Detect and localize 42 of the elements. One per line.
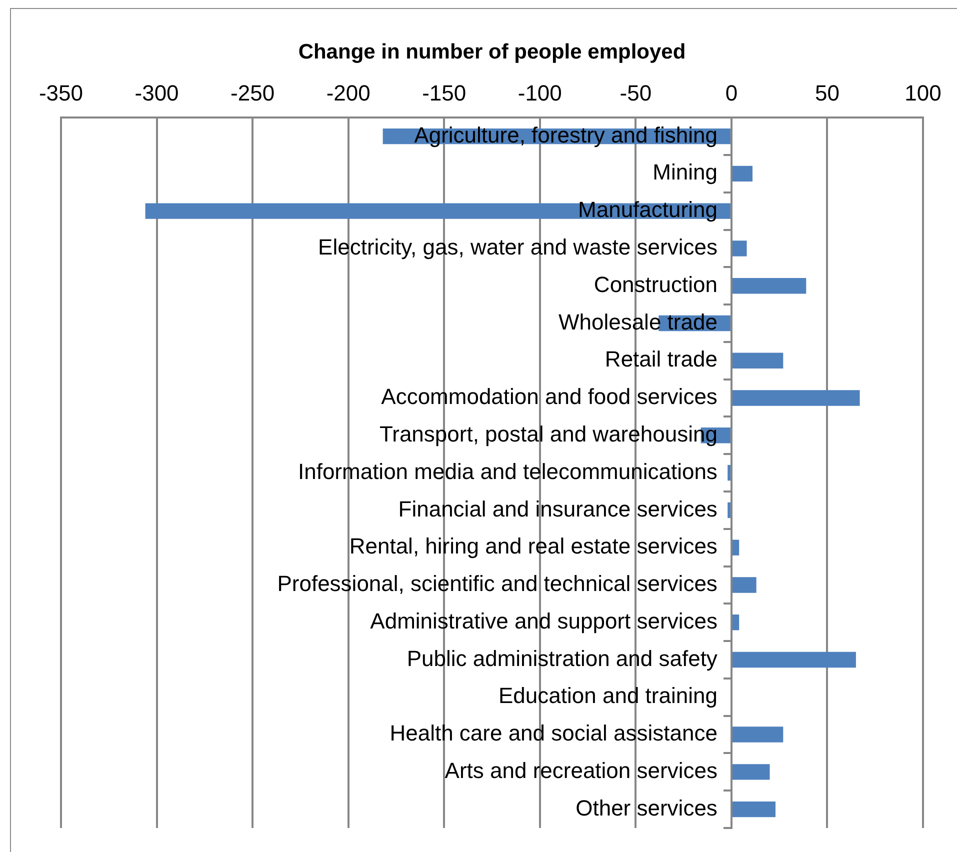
bar (728, 464, 730, 481)
bar (732, 577, 756, 593)
y-tick-label: Financial and insurance services (398, 496, 718, 522)
x-tick-label: 0 (725, 80, 738, 106)
bar (732, 352, 784, 368)
bar (732, 764, 770, 780)
y-tick-label: Manufacturing (578, 197, 718, 222)
bar (728, 502, 730, 518)
y-tick-label: Electricity, gas, water and waste services (318, 234, 718, 260)
x-tick-label: -350 (38, 80, 84, 106)
x-tick-label: 100 (904, 80, 942, 106)
x-tick-label: -300 (134, 80, 179, 106)
x-tick-label: 50 (814, 80, 840, 106)
y-tick-label: Arts and recreation services (444, 758, 718, 783)
bar (732, 166, 753, 182)
bar (732, 652, 856, 668)
y-tick-label: Retail trade (604, 346, 718, 372)
bar (732, 801, 776, 818)
chart-title: Change in number of people employed (298, 40, 686, 64)
x-tick-label: -250 (230, 80, 275, 106)
bar (732, 540, 740, 556)
x-tick-label: -150 (422, 80, 466, 106)
y-tick-label: Information media and telecommunications (298, 458, 718, 484)
bar (732, 726, 784, 742)
y-tick-label: Mining (652, 160, 718, 185)
x-tick-label: -100 (518, 80, 562, 106)
y-tick-label: Other services (576, 795, 718, 820)
x-tick-label: -50 (620, 80, 652, 106)
y-tick-label: Education and training (498, 683, 718, 708)
y-tick-label: Accommodation and food services (381, 384, 718, 410)
y-tick-label: Rental, hiring and real estate services (349, 534, 718, 559)
x-tick-label: -200 (326, 80, 370, 106)
y-tick-label: Professional, scientific and technical services (277, 571, 718, 596)
bar (732, 614, 740, 630)
y-tick-label: Administrative and support services (370, 608, 718, 634)
y-tick-label: Public administration and safety (406, 646, 718, 671)
bar (732, 390, 860, 406)
y-tick-label: Agriculture, forestry and fishing (414, 122, 718, 148)
y-tick-label: Construction (594, 272, 718, 297)
y-tick-label: Health care and social assistance (390, 720, 718, 746)
bar (732, 278, 806, 294)
bar (732, 240, 747, 256)
